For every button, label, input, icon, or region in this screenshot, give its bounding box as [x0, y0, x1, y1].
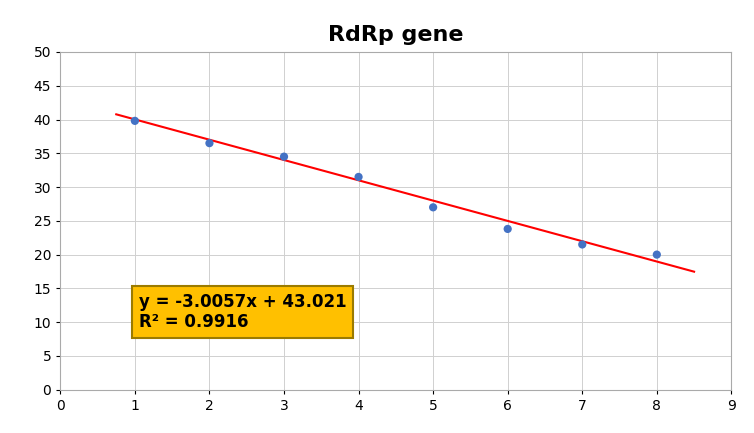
- Point: [278, 153, 290, 160]
- Text: y = -3.0057x + 43.021
R² = 0.9916: y = -3.0057x + 43.021 R² = 0.9916: [139, 293, 346, 331]
- Point: [427, 204, 439, 211]
- Point: [204, 140, 216, 147]
- Point: [501, 226, 513, 233]
- Title: RdRp gene: RdRp gene: [328, 25, 464, 45]
- Point: [651, 251, 663, 258]
- Point: [576, 241, 588, 248]
- Point: [353, 174, 365, 181]
- Point: [129, 117, 141, 124]
